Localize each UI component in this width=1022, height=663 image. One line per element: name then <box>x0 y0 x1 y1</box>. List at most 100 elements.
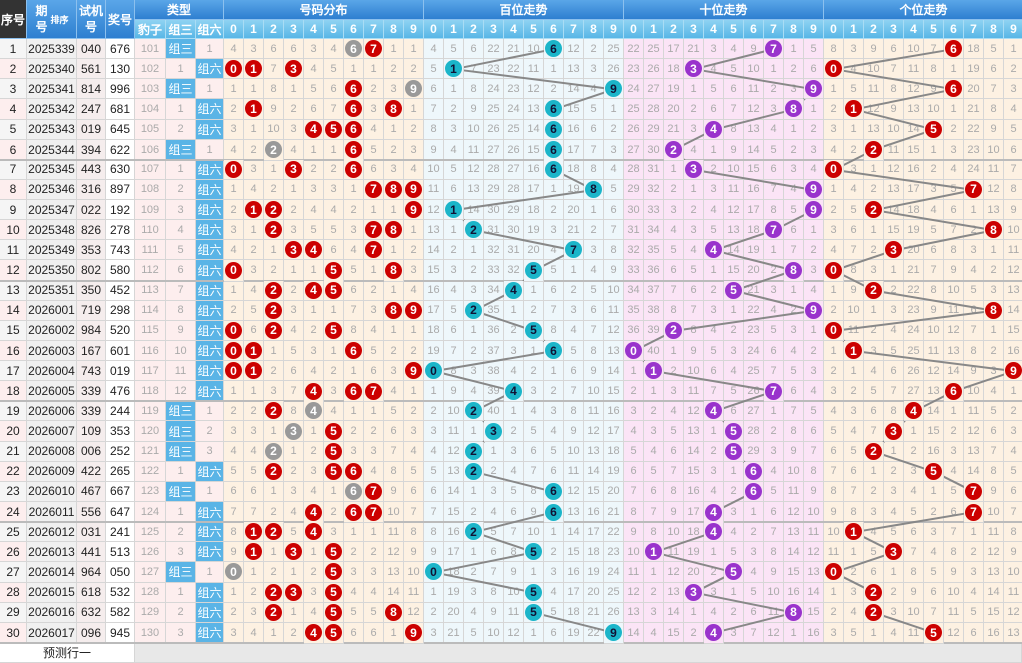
units-hit-ball: 5 <box>925 462 942 480</box>
row-period: 2026017 <box>27 622 77 644</box>
type-omission: 3 <box>166 622 196 644</box>
dist-cell: 8 <box>224 522 244 543</box>
tens-cell: 1 <box>804 99 824 120</box>
tens-cell: 19 <box>744 240 764 261</box>
dist-cell: 1 <box>384 119 404 140</box>
row-seq: 25 <box>0 522 27 543</box>
dist-cell: 1 <box>244 79 264 100</box>
dist-cell: 2 <box>304 441 324 462</box>
type-zu6-label: 组六 <box>196 461 224 482</box>
hundreds-cell: 8 <box>424 522 444 543</box>
units-cell: 4 <box>864 361 884 382</box>
hundreds-cell: 1 <box>504 401 524 422</box>
dist-cell: 2 <box>364 280 384 301</box>
tens-cell: 4 <box>804 280 824 301</box>
hundreds-cell: 2 <box>464 220 484 241</box>
dist-hit-ball: 5 <box>325 261 342 279</box>
tens-cell: 15 <box>664 622 684 644</box>
row-prize-number: 647 <box>106 501 135 524</box>
dist-hit-ball: 0 <box>225 362 242 380</box>
tens-cell: 1 <box>624 361 644 382</box>
hundreds-cell: 2 <box>464 441 484 462</box>
dist-cell: 9 <box>404 361 424 382</box>
hundreds-cell: 3 <box>424 421 444 442</box>
hundreds-cell: 2 <box>544 200 564 221</box>
units-cell: 2 <box>944 421 964 442</box>
tens-cell: 6 <box>744 461 764 482</box>
header-tens-digit-9: 9 <box>804 20 824 39</box>
units-cell: 5 <box>924 220 944 241</box>
dist-cell: 8 <box>384 461 404 482</box>
units-cell: 11 <box>904 59 924 80</box>
units-cell: 16 <box>904 159 924 180</box>
dist-cell: 3 <box>344 562 364 583</box>
header-period[interactable]: 期号 排序 <box>27 0 77 39</box>
hundreds-hit-ball: 6 <box>545 40 562 58</box>
hundreds-cell: 3 <box>584 240 604 261</box>
tens-hit-ball: 3 <box>685 160 702 178</box>
units-cell: 1 <box>824 79 844 100</box>
dist-cell: 1 <box>244 119 264 140</box>
dist-cell: 1 <box>384 622 404 644</box>
dist-cell: 2 <box>264 320 284 341</box>
dist-cell: 1 <box>244 361 264 382</box>
units-cell: 17 <box>904 179 924 201</box>
tens-cell: 29 <box>744 441 764 462</box>
hundreds-cell: 12 <box>584 421 604 442</box>
type-omission: 116 <box>135 340 166 362</box>
row-test-number: 443 <box>77 159 106 180</box>
row-test-number: 339 <box>77 401 106 422</box>
dist-cell: 7 <box>364 179 384 201</box>
header-dist-digit-4: 4 <box>304 20 324 39</box>
dist-cell: 8 <box>404 522 424 543</box>
hundreds-cell: 9 <box>604 79 624 100</box>
hundreds-cell: 13 <box>524 99 544 120</box>
tens-cell: 20 <box>744 260 764 282</box>
tens-cell: 3 <box>684 220 704 241</box>
dist-cell: 1 <box>324 139 344 161</box>
dist-cell: 2 <box>264 582 284 603</box>
dist-cell: 2 <box>264 300 284 321</box>
tens-cell: 1 <box>764 59 784 80</box>
dist-cell: 3 <box>244 421 264 442</box>
units-cell: 4 <box>924 200 944 221</box>
hundreds-cell: 12 <box>444 441 464 462</box>
hundreds-cell: 35 <box>484 300 504 321</box>
hundreds-cell: 24 <box>504 99 524 120</box>
units-cell: 2 <box>864 179 884 201</box>
type-zu3-label: 组三 <box>166 139 196 161</box>
tens-cell: 1 <box>664 159 684 180</box>
dist-cell: 1 <box>384 240 404 261</box>
dist-cell: 1 <box>344 179 364 201</box>
hundreds-cell: 15 <box>444 501 464 524</box>
dist-cell: 6 <box>344 501 364 524</box>
group-separator <box>0 641 1022 644</box>
sort-button[interactable]: 排序 <box>50 14 69 25</box>
dist-cell: 3 <box>304 461 324 482</box>
hundreds-cell: 14 <box>564 79 584 100</box>
units-cell: 5 <box>984 401 1004 422</box>
units-cell: 4 <box>984 381 1004 403</box>
dist-cell: 2 <box>224 99 244 120</box>
units-cell: 2 <box>824 200 844 221</box>
hundreds-hit-ball: 1 <box>445 60 462 78</box>
dist-hit-ball: 7 <box>365 180 382 198</box>
tens-hit-ball: 3 <box>685 60 702 78</box>
dist-hit-ball: 2 <box>265 321 282 339</box>
dist-cell: 2 <box>264 562 284 583</box>
units-cell: 0 <box>824 562 844 583</box>
hundreds-cell: 2 <box>424 602 444 623</box>
predict-row-label: 预测行一 <box>0 642 135 663</box>
tens-cell: 5 <box>724 381 744 403</box>
units-cell: 7 <box>964 179 984 201</box>
dist-hit-ball: 2 <box>265 201 282 219</box>
units-cell: 6 <box>924 240 944 261</box>
units-cell: 2 <box>824 300 844 321</box>
predict-row-cells[interactable] <box>135 642 1022 663</box>
header-dist-digit-0: 0 <box>224 20 244 39</box>
units-cell: 14 <box>924 401 944 422</box>
tens-cell: 2 <box>684 622 704 644</box>
header-hundreds-digit-0: 0 <box>424 20 444 39</box>
units-hit-ball: 1 <box>845 523 862 541</box>
dist-hit-ball: 9 <box>405 301 422 319</box>
